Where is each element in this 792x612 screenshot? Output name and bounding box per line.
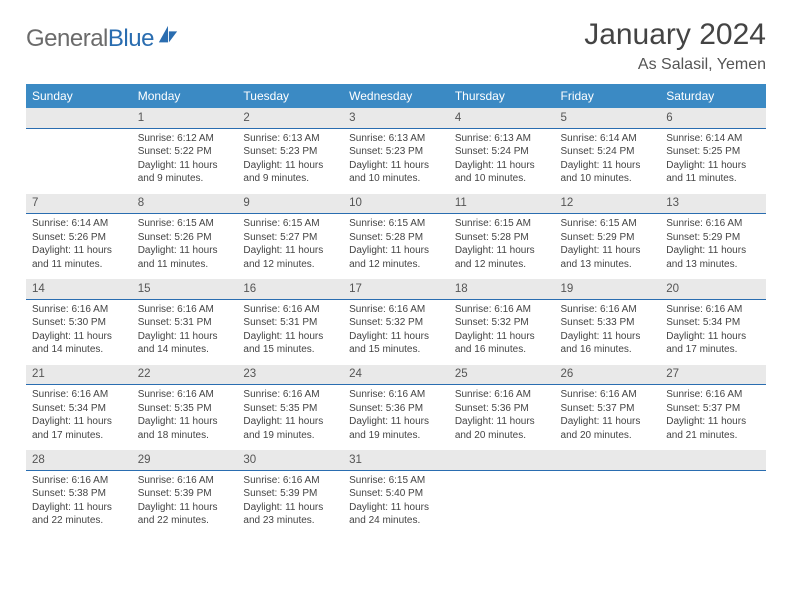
- day-header-row: Sunday Monday Tuesday Wednesday Thursday…: [26, 84, 766, 108]
- day-number-cell: 19: [555, 279, 661, 299]
- day-header: Sunday: [26, 84, 132, 108]
- day-content-cell: Sunrise: 6:16 AMSunset: 5:34 PMDaylight:…: [660, 299, 766, 365]
- day-content-cell: Sunrise: 6:12 AMSunset: 5:22 PMDaylight:…: [132, 128, 238, 194]
- day-content-row: Sunrise: 6:12 AMSunset: 5:22 PMDaylight:…: [26, 128, 766, 194]
- day-content-cell: Sunrise: 6:16 AMSunset: 5:34 PMDaylight:…: [26, 385, 132, 451]
- day-number-cell: 8: [132, 194, 238, 214]
- day-number-cell: 24: [343, 365, 449, 385]
- day-content-cell: Sunrise: 6:13 AMSunset: 5:24 PMDaylight:…: [449, 128, 555, 194]
- day-number-cell: 5: [555, 108, 661, 128]
- day-content-cell: Sunrise: 6:14 AMSunset: 5:24 PMDaylight:…: [555, 128, 661, 194]
- day-header: Saturday: [660, 84, 766, 108]
- day-number-row: 78910111213: [26, 194, 766, 214]
- day-number-row: 14151617181920: [26, 279, 766, 299]
- day-number-cell: 26: [555, 365, 661, 385]
- day-number-cell: 9: [237, 194, 343, 214]
- brand-text-1: General: [26, 25, 108, 53]
- day-number-cell: 31: [343, 450, 449, 470]
- day-content-row: Sunrise: 6:14 AMSunset: 5:26 PMDaylight:…: [26, 214, 766, 280]
- day-content-cell: [449, 470, 555, 536]
- day-number-row: 28293031: [26, 450, 766, 470]
- page-header: GeneralBlue January 2024 As Salasil, Yem…: [26, 18, 766, 74]
- day-number-cell: 30: [237, 450, 343, 470]
- day-number-cell: [26, 108, 132, 128]
- day-content-cell: Sunrise: 6:15 AMSunset: 5:28 PMDaylight:…: [449, 214, 555, 280]
- day-content-cell: [26, 128, 132, 194]
- day-content-cell: Sunrise: 6:16 AMSunset: 5:32 PMDaylight:…: [449, 299, 555, 365]
- day-number-cell: 10: [343, 194, 449, 214]
- day-number-cell: 27: [660, 365, 766, 385]
- day-content-cell: Sunrise: 6:16 AMSunset: 5:37 PMDaylight:…: [660, 385, 766, 451]
- day-number-cell: 14: [26, 279, 132, 299]
- day-number-cell: [449, 450, 555, 470]
- day-content-row: Sunrise: 6:16 AMSunset: 5:30 PMDaylight:…: [26, 299, 766, 365]
- day-number-cell: 12: [555, 194, 661, 214]
- day-content-cell: Sunrise: 6:15 AMSunset: 5:28 PMDaylight:…: [343, 214, 449, 280]
- day-header: Tuesday: [237, 84, 343, 108]
- calendar-body: 123456Sunrise: 6:12 AMSunset: 5:22 PMDay…: [26, 108, 766, 536]
- month-title: January 2024: [584, 18, 766, 52]
- day-number-cell: 15: [132, 279, 238, 299]
- day-number-cell: 25: [449, 365, 555, 385]
- day-number-cell: 11: [449, 194, 555, 214]
- brand-text-2: Blue: [108, 25, 154, 53]
- day-header: Thursday: [449, 84, 555, 108]
- day-content-cell: Sunrise: 6:13 AMSunset: 5:23 PMDaylight:…: [343, 128, 449, 194]
- day-number-cell: 29: [132, 450, 238, 470]
- day-number-cell: 16: [237, 279, 343, 299]
- day-number-cell: 21: [26, 365, 132, 385]
- day-number-cell: 13: [660, 194, 766, 214]
- day-header: Friday: [555, 84, 661, 108]
- day-content-cell: Sunrise: 6:16 AMSunset: 5:30 PMDaylight:…: [26, 299, 132, 365]
- day-number-cell: 20: [660, 279, 766, 299]
- title-block: January 2024 As Salasil, Yemen: [584, 18, 766, 74]
- day-number-cell: [660, 450, 766, 470]
- brand-logo: GeneralBlue: [26, 24, 179, 54]
- day-number-cell: 7: [26, 194, 132, 214]
- day-content-cell: [555, 470, 661, 536]
- day-header: Wednesday: [343, 84, 449, 108]
- day-number-cell: 28: [26, 450, 132, 470]
- day-content-row: Sunrise: 6:16 AMSunset: 5:38 PMDaylight:…: [26, 470, 766, 536]
- day-content-cell: Sunrise: 6:16 AMSunset: 5:31 PMDaylight:…: [237, 299, 343, 365]
- day-number-cell: [555, 450, 661, 470]
- day-content-cell: Sunrise: 6:16 AMSunset: 5:37 PMDaylight:…: [555, 385, 661, 451]
- day-content-cell: Sunrise: 6:16 AMSunset: 5:39 PMDaylight:…: [237, 470, 343, 536]
- day-content-cell: Sunrise: 6:14 AMSunset: 5:26 PMDaylight:…: [26, 214, 132, 280]
- day-content-cell: Sunrise: 6:16 AMSunset: 5:32 PMDaylight:…: [343, 299, 449, 365]
- day-content-cell: Sunrise: 6:16 AMSunset: 5:38 PMDaylight:…: [26, 470, 132, 536]
- day-number-row: 21222324252627: [26, 365, 766, 385]
- day-number-cell: 17: [343, 279, 449, 299]
- day-content-cell: Sunrise: 6:16 AMSunset: 5:31 PMDaylight:…: [132, 299, 238, 365]
- day-content-cell: Sunrise: 6:13 AMSunset: 5:23 PMDaylight:…: [237, 128, 343, 194]
- day-number-cell: 2: [237, 108, 343, 128]
- day-content-cell: Sunrise: 6:15 AMSunset: 5:29 PMDaylight:…: [555, 214, 661, 280]
- day-number-cell: 3: [343, 108, 449, 128]
- day-number-cell: 18: [449, 279, 555, 299]
- day-content-cell: Sunrise: 6:15 AMSunset: 5:27 PMDaylight:…: [237, 214, 343, 280]
- day-content-cell: Sunrise: 6:16 AMSunset: 5:29 PMDaylight:…: [660, 214, 766, 280]
- day-content-cell: Sunrise: 6:16 AMSunset: 5:35 PMDaylight:…: [237, 385, 343, 451]
- day-content-cell: Sunrise: 6:15 AMSunset: 5:40 PMDaylight:…: [343, 470, 449, 536]
- day-number-cell: 22: [132, 365, 238, 385]
- day-content-cell: Sunrise: 6:16 AMSunset: 5:35 PMDaylight:…: [132, 385, 238, 451]
- location-subtitle: As Salasil, Yemen: [584, 56, 766, 74]
- day-number-cell: 4: [449, 108, 555, 128]
- day-number-row: 123456: [26, 108, 766, 128]
- calendar-table: Sunday Monday Tuesday Wednesday Thursday…: [26, 84, 766, 536]
- day-number-cell: 1: [132, 108, 238, 128]
- day-content-cell: Sunrise: 6:15 AMSunset: 5:26 PMDaylight:…: [132, 214, 238, 280]
- day-content-cell: Sunrise: 6:16 AMSunset: 5:36 PMDaylight:…: [343, 385, 449, 451]
- day-content-cell: [660, 470, 766, 536]
- day-content-row: Sunrise: 6:16 AMSunset: 5:34 PMDaylight:…: [26, 385, 766, 451]
- day-content-cell: Sunrise: 6:16 AMSunset: 5:33 PMDaylight:…: [555, 299, 661, 365]
- day-number-cell: 6: [660, 108, 766, 128]
- day-number-cell: 23: [237, 365, 343, 385]
- day-content-cell: Sunrise: 6:14 AMSunset: 5:25 PMDaylight:…: [660, 128, 766, 194]
- day-content-cell: Sunrise: 6:16 AMSunset: 5:39 PMDaylight:…: [132, 470, 238, 536]
- sail-icon: [157, 24, 179, 46]
- day-header: Monday: [132, 84, 238, 108]
- day-content-cell: Sunrise: 6:16 AMSunset: 5:36 PMDaylight:…: [449, 385, 555, 451]
